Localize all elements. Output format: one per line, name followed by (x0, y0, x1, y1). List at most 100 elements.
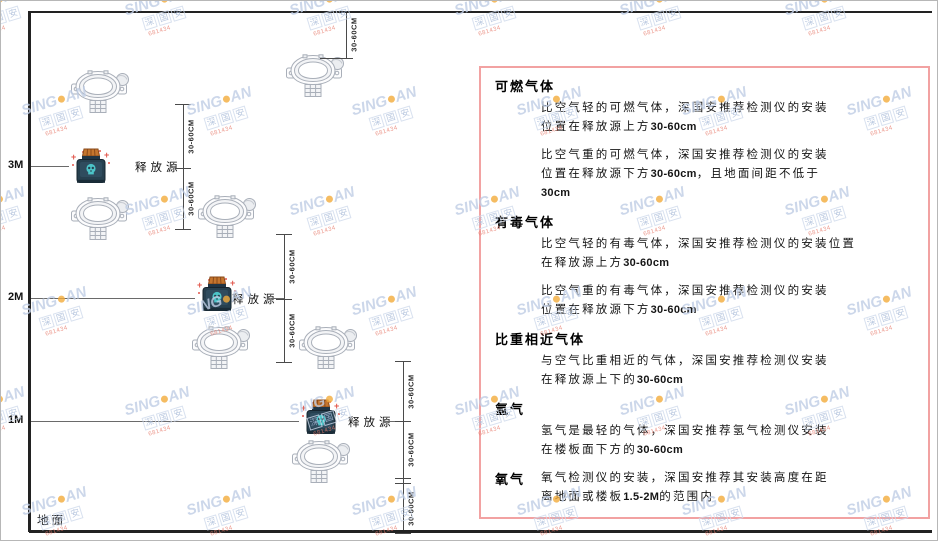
watermark-cn-char: 国 (1, 209, 8, 227)
release-source-icon: + + (70, 148, 112, 191)
watermark-cn: 深国安 (1, 1, 67, 32)
dimension-tick (395, 478, 411, 479)
leader-line (386, 421, 403, 422)
section-text-line: 位置在释放源下方30-60cm，且地面间距不低于 (541, 168, 821, 180)
dimension-label: 30-60CM (406, 432, 416, 467)
watermark-dot-icon (159, 394, 169, 404)
watermark-cn-char: 深 (141, 414, 158, 431)
watermark-cn-char: 安 (67, 305, 84, 322)
watermark-cn-char: 安 (67, 505, 84, 522)
watermark-code: 681434 (312, 225, 337, 238)
watermark-cn-char: 深 (203, 514, 220, 531)
section-heading: 氢气 (495, 402, 526, 417)
watermark-dot-icon (56, 494, 66, 504)
guide-section: 有毒气体比空气轻的有毒气体，深国安推荐检测仪的安装位置 在释放源上方30-60cm… (495, 212, 914, 320)
wall-line (28, 11, 31, 532)
section-text-line: 与空气比重相近的气体，深国安推荐检测仪安装 (541, 355, 829, 367)
dimension-tick (395, 421, 411, 422)
section-text-line: 在楼板面下方的30-60cm (541, 444, 684, 456)
watermark-cn-char: 安 (232, 505, 249, 522)
dimension-tick (276, 299, 292, 300)
guide-section: 比重相近气体 与空气比重相近的气体，深国安推荐检测仪安装 在释放源上下的30-60c… (495, 329, 914, 390)
watermark-dot-icon (324, 194, 334, 204)
svg-text:+: + (301, 403, 306, 413)
section-text-line: 氧气检测仪的安装，深国安推荐其安装高度在距 (541, 472, 829, 484)
section-text-line: 比空气轻的有毒气体，深国安推荐检测仪的安装位置 (541, 238, 857, 250)
section-text-line: 比空气轻的可燃气体，深国安推荐检测仪的安装 (541, 102, 829, 114)
watermark-dot-icon (1, 394, 4, 404)
watermark-cn: 深国安 (635, 1, 726, 32)
watermark-cn-char: 深 (38, 114, 55, 131)
watermark-cn: 深国安 (1, 188, 67, 232)
watermark-cn-char: 安 (170, 5, 187, 22)
watermark-cn-char: 安 (335, 205, 352, 222)
svg-text:+: + (334, 401, 339, 411)
section-paragraph: 比空气轻的有毒气体，深国安推荐检测仪的安装位置 在释放源上方30-60cm (541, 235, 914, 273)
watermark-cn-char: 国 (155, 409, 173, 427)
leader-line (29, 421, 299, 422)
watermark-cn-char: 深 (471, 14, 488, 31)
dimension-line (346, 11, 347, 58)
watermark-cn-char: 安 (232, 105, 249, 122)
dimension-tick (276, 362, 292, 363)
watermark-code: 681434 (209, 125, 234, 138)
gas-detector-icon (70, 70, 130, 119)
dimension-label: 30-60CM (406, 491, 416, 526)
dimension-tick (395, 483, 411, 484)
watermark-cn-char: 深 (141, 214, 158, 231)
dimension-tick (175, 168, 191, 169)
watermark-cn-char: 深 (636, 14, 653, 31)
watermark-cn-char: 安 (170, 205, 187, 222)
watermark-dot-icon (386, 494, 396, 504)
installation-guide-panel: 可燃气体 比空气轻的可燃气体，深国安推荐检测仪的安装 位置在释放源上方30-60cm… (479, 66, 930, 519)
section-paragraph: 与空气比重相近的气体，深国安推荐检测仪安装 在释放源上下的30-60cm (541, 352, 914, 390)
watermark-cn-char: 深 (306, 214, 323, 231)
watermark-dot-icon (221, 494, 231, 504)
section-heading: 氧气 (495, 472, 526, 487)
watermark-dot-icon (819, 1, 829, 4)
watermark-dot-icon (221, 94, 231, 104)
watermark-cn-char: 深 (801, 14, 818, 31)
watermark-cn: 深国安 (202, 488, 293, 532)
watermark-cn-char: 深 (306, 14, 323, 31)
watermark-cn-char: 深 (38, 314, 55, 331)
watermark-cn-char: 安 (397, 305, 414, 322)
watermark-cn-char: 深 (368, 114, 385, 131)
watermark-cn-char: 深 (141, 14, 158, 31)
watermark-dot-icon (1, 194, 4, 204)
watermark-cn-char: 深 (368, 514, 385, 531)
gas-detector-icon (291, 440, 351, 489)
section-text-line: 在释放源上下的30-60cm (541, 374, 684, 386)
height-marker-label: 3M (8, 159, 24, 171)
watermark-dot-icon (56, 294, 66, 304)
svg-text:+: + (197, 280, 202, 290)
dimension-line (183, 104, 184, 229)
dimension-label: 30-60CM (349, 17, 359, 52)
watermark-cn-char: 安 (5, 5, 22, 22)
section-paragraph: 氢气是最轻的气体，深国安推荐氢气检测仪安装 在楼板面下方的30-60cm (541, 422, 914, 460)
ceiling-line (29, 11, 932, 13)
guide-section: 地面检测仪地面间距，深国安推荐在30-60cm，且不得小于30cm，因为过低容易… (495, 516, 914, 517)
gas-detector-icon (285, 54, 345, 103)
dimension-tick (395, 361, 411, 362)
gas-detector-icon (197, 195, 257, 244)
section-heading: 地面 (495, 516, 914, 517)
dimension-line (403, 361, 404, 533)
watermark-cn-char: 安 (5, 205, 22, 222)
watermark-code: 681434 (374, 325, 399, 338)
watermark-cn-char: 安 (397, 105, 414, 122)
watermark-cn-char: 国 (382, 109, 400, 127)
section-heading: 有毒气体 (495, 215, 556, 230)
